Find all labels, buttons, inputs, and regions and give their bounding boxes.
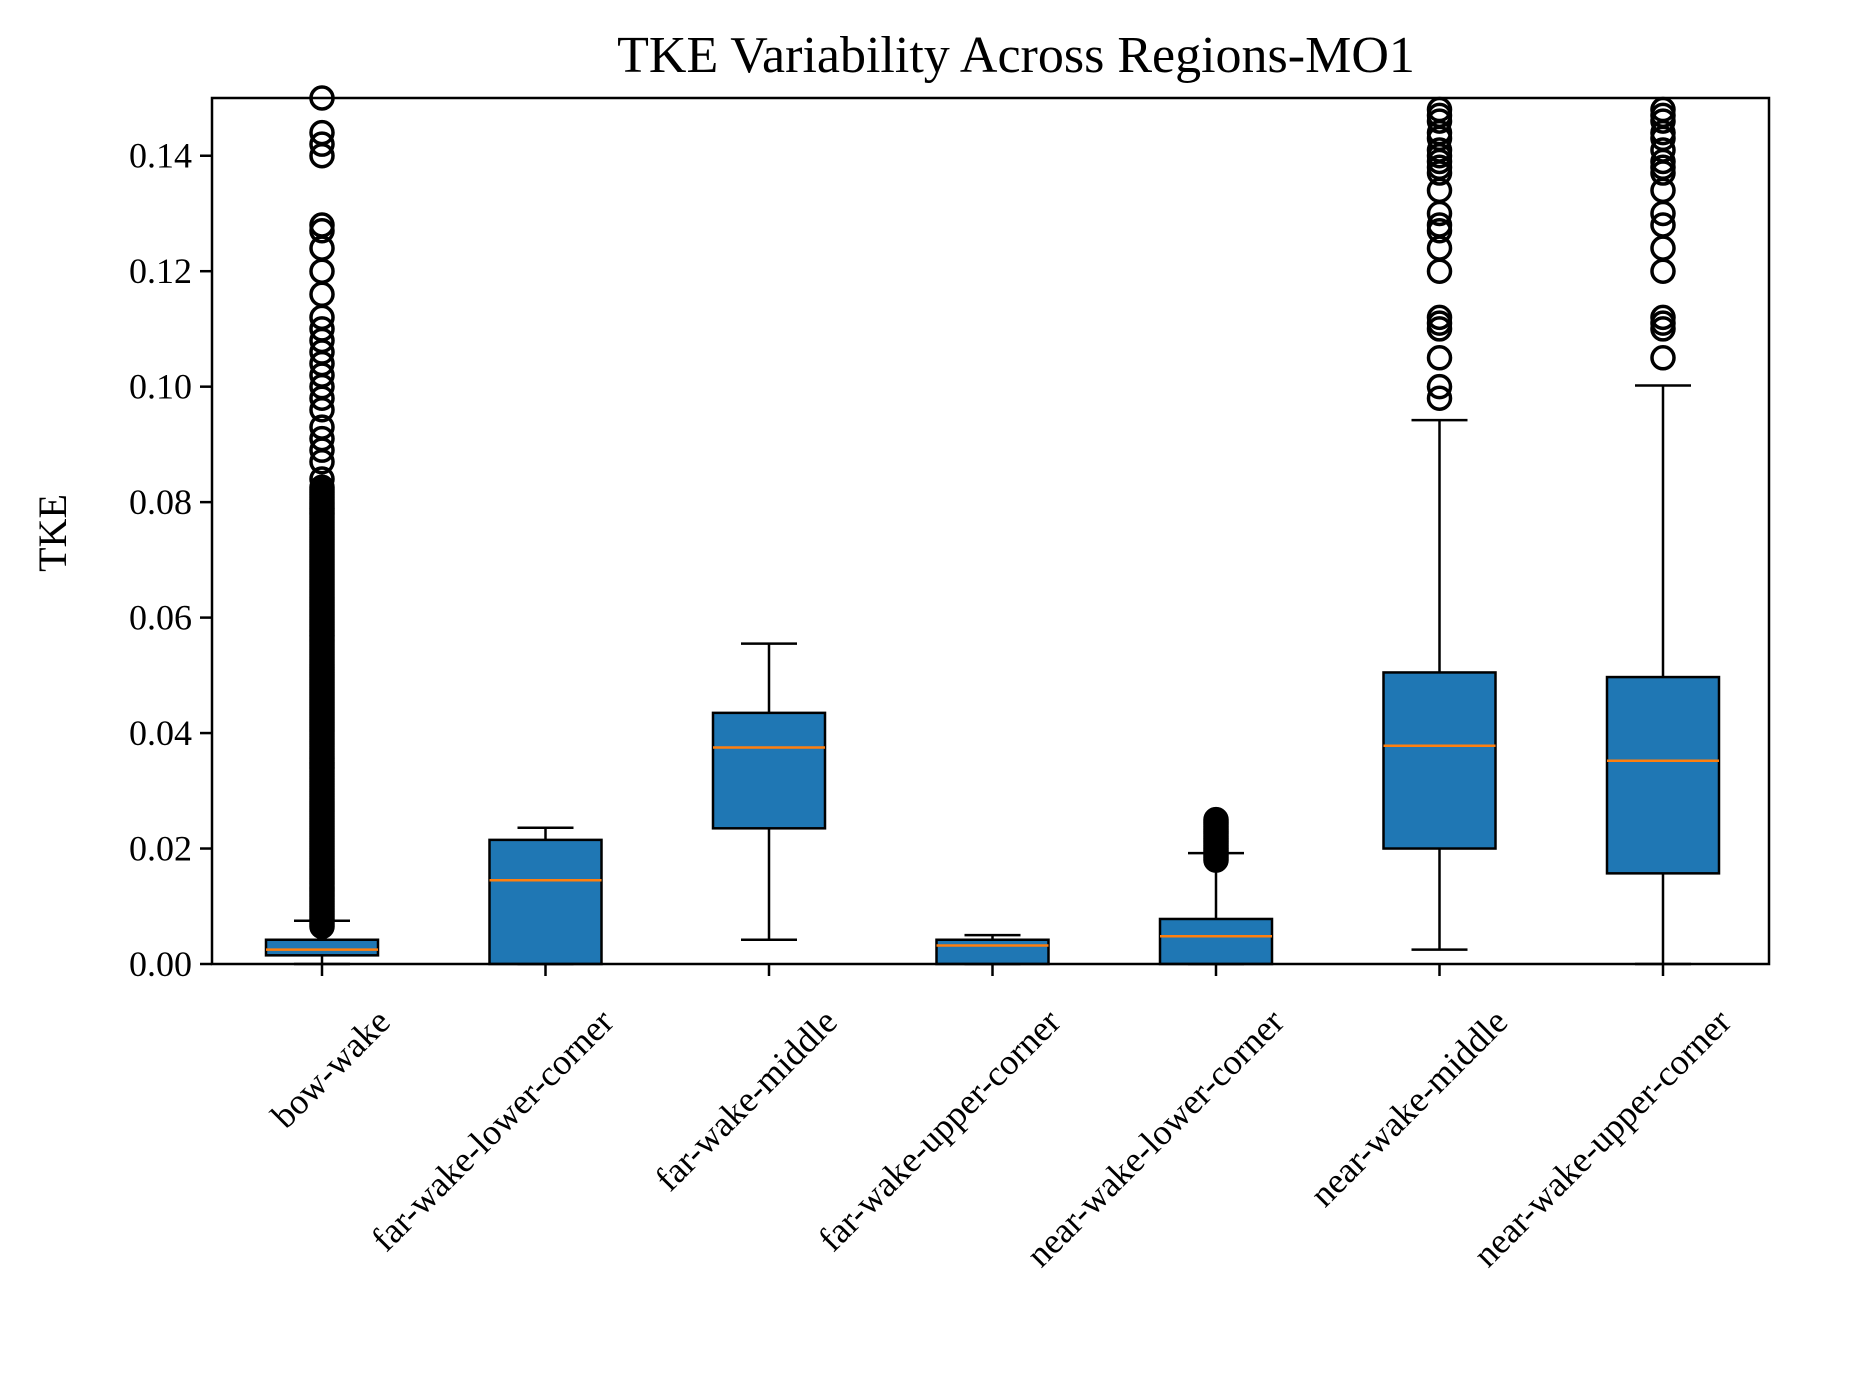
outlier-point-0 [309, 281, 335, 308]
outlier-point-5 [1426, 385, 1453, 411]
box-2 [711, 711, 827, 830]
outlier-point-0 [309, 425, 335, 452]
y-tick-label: 0.06 [129, 598, 192, 638]
outlier-point-5 [1426, 304, 1453, 331]
outlier-point-0 [309, 131, 335, 157]
x-tick-label: bow-wake [263, 1001, 397, 1135]
box-3 [935, 938, 1050, 966]
x-tick-label: near-wake-middle [1302, 1001, 1515, 1214]
box-1 [488, 838, 603, 966]
y-axis-label: TKE [30, 494, 75, 572]
outlier-point-0 [309, 258, 335, 284]
outlier-point-6 [1650, 345, 1676, 371]
box-4 [1158, 917, 1274, 966]
y-axis: 0.00 0.02 0.04 0.06 0.08 0.10 0.12 0.14 [129, 136, 212, 984]
y-tick-label: 0.04 [129, 713, 192, 753]
x-tick-label: far-wake-lower-corner [364, 1001, 622, 1259]
outlier-point-5 [1426, 345, 1453, 371]
outlier-point-5 [1426, 258, 1453, 284]
x-tick-label: far-wake-middle [647, 1001, 844, 1198]
outlier-point-0 [309, 316, 335, 342]
outlier-point-5 [1426, 137, 1453, 163]
outlier-point-6 [1650, 212, 1676, 238]
x-tick-label: near-wake-lower-corner [1018, 1001, 1291, 1274]
outlier-point-5 [1426, 212, 1453, 238]
outlier-point-6 [1650, 304, 1676, 331]
outlier-point-0 [309, 212, 335, 238]
outlier-point-6 [1650, 258, 1676, 284]
box-0 [264, 938, 380, 957]
plot-frame [210, 96, 1771, 966]
outlier-point-6 [1650, 235, 1676, 261]
outlier-point-0 [309, 414, 335, 440]
plot-area [264, 85, 1721, 966]
outlier-point-5 [1426, 373, 1453, 400]
chart-title: TKE Variability Across Regions-MO1 [617, 27, 1415, 84]
x-tick-label: near-wake-upper-corner [1465, 1001, 1738, 1274]
y-tick-label: 0.00 [129, 944, 192, 984]
outlier-point-0 [309, 119, 335, 146]
box-5 [1382, 671, 1497, 850]
outlier-point-0 [309, 466, 335, 492]
outlier-point-6 [1650, 137, 1676, 163]
y-tick-label: 0.02 [129, 829, 192, 869]
outlier-point-0 [309, 474, 335, 501]
box-6 [1605, 675, 1721, 875]
y-tick-label: 0.12 [129, 251, 192, 291]
y-tick-label: 0.14 [129, 136, 192, 176]
y-tick-label: 0.10 [129, 367, 192, 407]
x-tick-label: far-wake-upper-corner [811, 1001, 1069, 1259]
outlier-point-4 [1203, 806, 1229, 833]
y-tick-label: 0.08 [129, 482, 192, 522]
